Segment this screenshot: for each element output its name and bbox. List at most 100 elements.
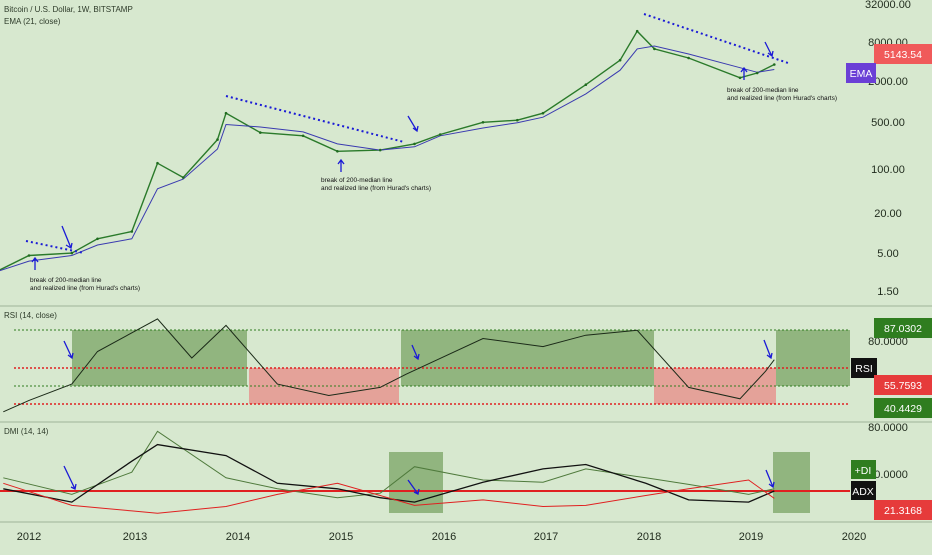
price-point xyxy=(224,111,228,115)
rsi-pane[interactable]: RSI (14, close) 80.0000 87.0302 RSI 55.7… xyxy=(3,311,932,418)
dmi-highlight-zone xyxy=(773,452,810,513)
price-point xyxy=(618,58,622,62)
price-point xyxy=(738,76,742,80)
arrow-down-icon xyxy=(63,465,77,490)
rsi-level-low-value: 40.4429 xyxy=(884,403,922,415)
rsi-level-high-value: 87.0302 xyxy=(884,323,922,335)
price-point xyxy=(216,138,219,141)
arrow-down-icon xyxy=(764,41,774,58)
plus-di-badge xyxy=(851,460,876,479)
adx-badge xyxy=(851,481,876,500)
rsi-badge-label: RSI xyxy=(855,363,873,375)
price-point xyxy=(259,131,262,134)
minus-di-value-badge xyxy=(874,500,932,520)
price-point xyxy=(301,134,305,138)
price-point xyxy=(413,142,416,146)
price-point xyxy=(156,161,159,165)
x-axis: 2012 2013 2014 2015 2016 2017 2018 2019 … xyxy=(0,521,932,543)
adx-badge-label: ADX xyxy=(852,486,874,498)
price-tick-label: 500.00 xyxy=(871,117,905,129)
price-plot xyxy=(0,29,776,272)
ema-series-line xyxy=(0,45,775,272)
annotation-line2: and realized line (from Hurad's charts) xyxy=(30,285,140,292)
x-tick-label: 2013 xyxy=(123,531,147,543)
x-tick-label: 2019 xyxy=(739,531,763,543)
trendline-2018 xyxy=(643,13,789,64)
adx-series-line xyxy=(3,443,775,503)
minus-di-series-line xyxy=(3,479,775,514)
arrow-up-icon xyxy=(31,256,39,270)
price-point xyxy=(336,150,339,153)
annotation-line1: break of 200-median line xyxy=(321,177,393,184)
price-point xyxy=(584,83,588,86)
current-price-value: 5143.54 xyxy=(884,49,922,61)
x-tick-label: 2018 xyxy=(637,531,661,543)
arrow-down-icon xyxy=(407,115,419,133)
rsi-badge xyxy=(851,358,877,378)
price-point xyxy=(96,237,99,241)
annotation-line2: and realized line (from Hurad's charts) xyxy=(727,95,837,102)
rsi-series-line xyxy=(3,318,775,413)
arrow-down-icon xyxy=(411,344,420,361)
rsi-arrows xyxy=(63,339,773,361)
price-point xyxy=(755,71,759,75)
ema-badge-label: EMA xyxy=(850,68,873,80)
arrow-down-icon xyxy=(61,225,73,250)
price-point xyxy=(516,118,519,122)
price-series-line xyxy=(0,30,775,271)
price-point xyxy=(481,121,485,124)
price-point xyxy=(378,148,382,152)
price-pane[interactable]: Bitcoin / U.S. Dollar, 1W, BITSTAMP EMA … xyxy=(0,0,932,298)
arrow-down-icon xyxy=(765,469,775,489)
dmi-arrows xyxy=(63,465,775,495)
dmi-pane[interactable]: DMI (14, 14) 80.0000 40.0000 +DI ADX 21.… xyxy=(0,422,932,520)
x-tick-label: 2016 xyxy=(432,531,456,543)
rsi-level-badge-high xyxy=(874,318,932,338)
arrow-up-icon xyxy=(337,158,345,172)
rsi-indicator-label: RSI (14, close) xyxy=(4,311,57,320)
dmi-tick-label: 80.0000 xyxy=(868,422,908,434)
rsi-level-badge-low xyxy=(874,398,932,418)
price-point xyxy=(635,29,639,33)
rsi-bull-zone xyxy=(72,330,247,386)
ema-indicator-label: EMA (21, close) xyxy=(4,17,61,26)
rsi-level-badge-mid xyxy=(874,375,932,395)
price-point xyxy=(687,56,690,60)
price-point xyxy=(438,133,442,136)
rsi-bull-zone xyxy=(776,330,850,386)
rsi-bull-zone xyxy=(401,330,654,386)
price-tick-label: 5.00 xyxy=(877,248,898,260)
arrow-down-icon xyxy=(63,340,74,360)
price-tick-label: 32000.00 xyxy=(865,0,911,11)
rsi-level-mid-value: 55.7593 xyxy=(884,380,922,392)
rsi-plot xyxy=(3,318,775,413)
plus-di-badge-label: +DI xyxy=(855,465,872,477)
x-tick-label: 2017 xyxy=(534,531,558,543)
dmi-indicator-label: DMI (14, 14) xyxy=(4,427,49,436)
price-tick-label: 100.00 xyxy=(871,164,905,176)
x-tick-label: 2020 xyxy=(842,531,866,543)
price-tick-label: 1.50 xyxy=(877,286,898,298)
trendline-2014 xyxy=(225,95,405,143)
price-point xyxy=(181,176,185,179)
price-point xyxy=(130,230,134,233)
x-tick-label: 2014 xyxy=(226,531,250,543)
price-point xyxy=(541,111,545,115)
dmi-tick-label: 40.0000 xyxy=(868,469,908,481)
x-tick-label: 2015 xyxy=(329,531,353,543)
dmi-highlight-zone xyxy=(389,452,443,513)
annotation-line1: break of 200-median line xyxy=(727,87,799,94)
current-price-badge xyxy=(874,44,932,64)
annotation-line1: break of 200-median line xyxy=(30,277,102,284)
arrow-down-icon xyxy=(763,339,773,360)
price-point xyxy=(70,251,74,255)
price-tick-label: 2000.00 xyxy=(868,76,908,88)
arrow-up-icon xyxy=(740,66,748,80)
x-tick-label: 2012 xyxy=(17,531,41,543)
price-point xyxy=(773,63,776,66)
rsi-tick-label: 80.0000 xyxy=(868,336,908,348)
minus-di-value: 21.3168 xyxy=(884,505,922,517)
price-arrows xyxy=(31,41,774,270)
